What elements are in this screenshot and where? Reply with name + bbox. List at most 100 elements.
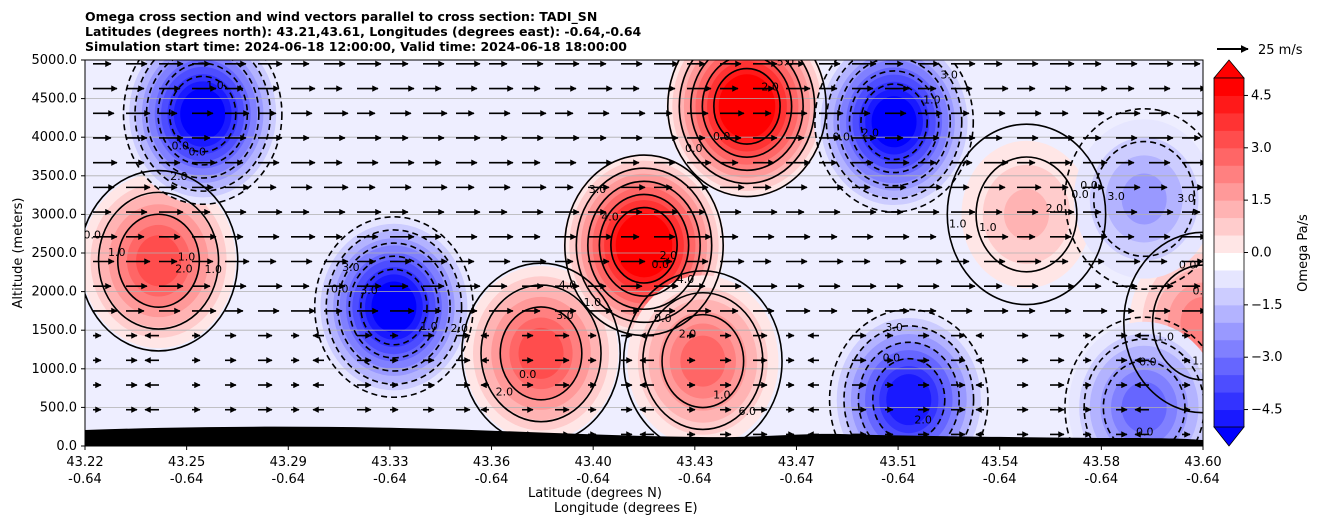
contour-label: 2.0 xyxy=(660,249,678,262)
x-tick-label-lon: -0.64 xyxy=(1186,472,1220,487)
contour-line xyxy=(857,341,960,446)
y-tick-label: 3500.0 xyxy=(32,169,78,184)
y-axis-label: Altitude (meters) xyxy=(11,198,26,309)
colorbar-band xyxy=(1214,147,1244,166)
contour-line xyxy=(575,167,713,324)
contour-label: 2.0 xyxy=(1046,202,1064,215)
contour-label: 2.0 xyxy=(761,81,779,94)
y-tick-label: 3000.0 xyxy=(32,207,78,222)
contour-label: 3.0 xyxy=(1107,190,1125,203)
contour-label: 3.0 xyxy=(940,68,958,81)
contour-label: 0.0 xyxy=(189,146,207,159)
colorbar-band xyxy=(1214,200,1244,219)
colorbar-band xyxy=(1214,235,1244,253)
contour-label: 0.0 xyxy=(654,312,672,325)
contour-label: 0.0 xyxy=(1071,188,1089,201)
x-axis-label-latitude: Latitude (degrees N) xyxy=(528,486,662,501)
contour-label: 2.0 xyxy=(679,328,697,341)
contour-line xyxy=(678,60,816,185)
contour-label: 1.0 xyxy=(204,263,222,276)
contour-label: 0.0 xyxy=(207,50,225,63)
wind-vectors xyxy=(93,60,1203,438)
contour-label: 3.0 xyxy=(589,183,607,196)
colorbar-band xyxy=(1214,304,1244,323)
contour-label: 0.0 xyxy=(84,228,102,241)
y-tick-label: 4000.0 xyxy=(32,130,78,145)
contour-label: 2.0 xyxy=(451,322,469,335)
colorbar-tick-label: 3.0 xyxy=(1251,141,1272,156)
contour-label: 6.0 xyxy=(738,405,756,418)
x-tick-label-lat: 43.25 xyxy=(168,455,205,470)
contour-line xyxy=(975,156,1078,273)
contour-line xyxy=(661,313,745,409)
omega-blob-6 xyxy=(680,335,726,387)
contour-line xyxy=(848,70,940,174)
x-tick-label-lon: -0.64 xyxy=(373,472,407,487)
x-tick-label-lat: 43.33 xyxy=(371,455,408,470)
y-tick-label: 5000.0 xyxy=(32,53,78,68)
contour-label: 0.0 xyxy=(171,140,189,153)
contour-label: 1.0 xyxy=(1192,354,1210,367)
contour-line xyxy=(336,242,451,372)
omega-blob-4 xyxy=(621,219,667,271)
contour-label: 3.0 xyxy=(360,284,378,297)
colorbar-band xyxy=(1214,287,1244,306)
omega-blob-8 xyxy=(886,374,932,426)
contour-label: 1.0 xyxy=(1157,331,1175,344)
x-tick-label-lon: -0.64 xyxy=(881,472,915,487)
colorbar-tick-label: −3.0 xyxy=(1251,350,1283,365)
y-axis: 0.0 500.0 1000.0 1500.0 2000.0 2500.0 3000.0 35… xyxy=(32,53,85,454)
title-line-2: Latitudes (degrees north): 43.21,43.61, … xyxy=(85,24,642,39)
colorbar-band xyxy=(1214,322,1244,341)
colorbar-band xyxy=(1214,182,1244,201)
contour-line xyxy=(666,60,827,198)
contour-label: 0.0 xyxy=(1136,425,1154,438)
contour-line xyxy=(587,180,701,311)
contour-line xyxy=(1092,140,1196,258)
contour-line xyxy=(1064,316,1203,446)
contour-label: 1.0 xyxy=(923,94,941,107)
x-tick-label-lat: 43.29 xyxy=(270,455,307,470)
contour-line xyxy=(713,67,781,145)
contour-label: 1.0 xyxy=(584,296,602,309)
contour-label: 3.0 xyxy=(1177,192,1195,205)
contour-label: 0.0 xyxy=(713,130,731,143)
contour-label: 0.0 xyxy=(1080,179,1098,192)
x-tick-label-lat: 43.51 xyxy=(879,455,916,470)
contour-label: 0.0 xyxy=(1139,356,1157,369)
contour-label: 2.0 xyxy=(914,414,932,427)
y-tick-label: 2000.0 xyxy=(32,285,78,300)
contour-line xyxy=(499,306,583,401)
contour-label: 2.0 xyxy=(496,386,514,399)
x-tick-label-lon: -0.64 xyxy=(170,472,204,487)
contour-label: 3.0 xyxy=(885,321,903,334)
colorbar-band xyxy=(1214,130,1244,149)
x-tick-label-lon: -0.64 xyxy=(68,472,102,487)
colorbar-band xyxy=(1214,165,1244,184)
contour-label: 1.0 xyxy=(713,389,731,402)
y-tick-label: 4500.0 xyxy=(32,92,78,107)
contour-line xyxy=(360,268,428,346)
x-tick-label-lat: 43.22 xyxy=(66,455,103,470)
contour-label: 4.0 xyxy=(677,273,695,286)
chart-title: Omega cross section and wind vectors par… xyxy=(85,9,641,54)
omega-blob-3 xyxy=(518,327,564,379)
title-line-3: Simulation start time: 2024-06-18 12:00:… xyxy=(85,39,627,54)
contour-label: 0.0 xyxy=(1179,259,1197,272)
omega-blob-5 xyxy=(724,80,770,132)
contour-label: 1.0 xyxy=(178,251,196,264)
contour-label: 0.0 xyxy=(883,351,901,364)
omega-blob-11 xyxy=(1121,173,1167,225)
contour-label: 4.0 xyxy=(559,279,577,292)
contour-label: 5.0 xyxy=(777,56,795,69)
x-tick-label-lon: -0.64 xyxy=(678,472,712,487)
contour-line xyxy=(828,308,989,446)
colorbar-band xyxy=(1214,95,1244,114)
contour-label: 1.0 xyxy=(420,320,438,333)
contour-line xyxy=(1064,107,1203,290)
x-tick-label-lon: -0.64 xyxy=(983,472,1017,487)
colorbar-band xyxy=(1214,409,1244,428)
contour-line xyxy=(860,83,928,161)
contour-label: 1.0 xyxy=(206,79,224,92)
